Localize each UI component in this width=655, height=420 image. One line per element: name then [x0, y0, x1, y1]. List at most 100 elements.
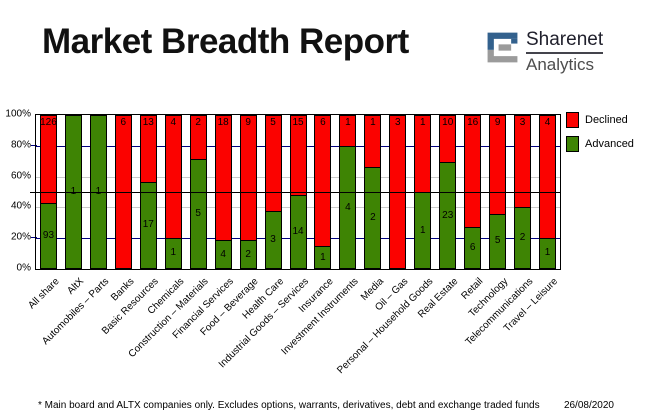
advanced-segment: 5 — [490, 213, 506, 268]
advanced-segment: 1 — [315, 246, 331, 268]
declined-count: 18 — [217, 117, 229, 128]
legend-swatch — [566, 136, 579, 152]
logo-subtitle: Analytics — [526, 54, 595, 74]
logo-name: Sharenet — [526, 29, 604, 54]
declined-count: 5 — [270, 117, 276, 128]
y-tick — [31, 237, 37, 239]
advanced-count: 6 — [469, 241, 476, 253]
advanced-count: 17 — [142, 219, 154, 231]
advanced-count: 5 — [195, 208, 201, 220]
advanced-count: 1 — [544, 247, 551, 259]
declined-segment — [365, 116, 381, 167]
declined-segment — [515, 116, 531, 208]
advanced-segment: 4 — [340, 146, 356, 268]
advanced-count: 1 — [71, 187, 77, 197]
advanced-count: 4 — [345, 201, 351, 213]
page-title: Market Breadth Report — [42, 22, 409, 61]
advanced-segment: 1 — [540, 237, 556, 268]
advanced-count: 2 — [245, 248, 251, 260]
advanced-segment: 2 — [240, 240, 256, 268]
y-axis-label: 80% — [10, 139, 31, 151]
advanced-segment: 2 — [365, 166, 381, 268]
fifty-percent-line — [30, 192, 560, 193]
y-axis: 100% 80% 60% 40% 20% 0% — [0, 109, 37, 274]
advanced-count: 1 — [96, 187, 102, 197]
advanced-count: 1 — [419, 224, 426, 236]
declined-count: 9 — [245, 117, 251, 128]
declined-count: 16 — [467, 117, 479, 128]
x-axis-label: All share — [25, 276, 62, 312]
declined-count: 9 — [494, 117, 501, 128]
y-axis-label: 60% — [10, 170, 31, 182]
declined-segment — [240, 116, 256, 241]
logo-text: Sharenet Analytics — [526, 29, 604, 75]
legend-row-declined: Declined — [566, 112, 634, 128]
declined-count: 1 — [345, 117, 351, 128]
y-tick — [31, 144, 37, 146]
declined-count: 4 — [544, 117, 551, 128]
declined-segment — [540, 116, 556, 238]
declined-count: 4 — [170, 117, 177, 128]
footnote: * Main board and ALTX companies only. Ex… — [38, 400, 614, 411]
footnote-date: 26/08/2020 — [563, 400, 614, 411]
declined-count: 6 — [320, 117, 326, 128]
x-axis-label: AltX — [65, 276, 87, 297]
declined-count: 13 — [142, 117, 154, 128]
y-axis-label: 20% — [10, 231, 31, 243]
declined-segment — [415, 116, 431, 192]
declined-segment — [165, 116, 181, 238]
footnote-note: * Main board and ALTX companies only. Ex… — [38, 400, 540, 411]
y-axis-label: 0% — [16, 262, 31, 274]
advanced-segment: 93 — [40, 203, 56, 268]
advanced-count: 4 — [220, 248, 226, 260]
advanced-count: 1 — [320, 251, 326, 263]
declined-count: 10 — [442, 117, 454, 128]
declined-count: 126 — [40, 117, 57, 128]
advanced-count: 5 — [494, 235, 501, 247]
advanced-segment: 4 — [215, 240, 231, 268]
advanced-count: 93 — [42, 230, 55, 242]
bar: 4 18 — [214, 115, 232, 269]
legend-row-advanced: Advanced — [566, 136, 634, 152]
declined-segment — [490, 116, 506, 214]
advanced-segment: 14 — [290, 194, 306, 268]
declined-segment — [290, 116, 306, 195]
y-axis-label: 100% — [5, 108, 31, 120]
advanced-segment: 6 — [465, 226, 481, 268]
declined-count: 15 — [292, 117, 304, 128]
declined-segment — [140, 116, 156, 182]
legend-swatch — [566, 112, 579, 128]
bar-slot: 4 18 Financial Services — [171, 115, 236, 341]
declined-segment — [340, 116, 356, 147]
y-axis-label: 40% — [10, 200, 31, 212]
bar-slot: 4 1 Investment Instruments — [279, 115, 361, 357]
advanced-count: 23 — [442, 209, 454, 221]
advanced-count: 1 — [170, 247, 177, 259]
advanced-count: 2 — [370, 211, 376, 223]
declined-count: 1 — [370, 117, 376, 128]
advanced-segment: 5 — [190, 159, 206, 268]
advanced-segment: 23 — [440, 162, 456, 268]
legend-label: Advanced — [585, 138, 634, 150]
declined-segment — [440, 116, 456, 163]
declined-count: 2 — [195, 117, 201, 128]
bar-slot: 14 15 Industrial Goods – Services — [217, 115, 311, 370]
sharenet-glyph-icon — [486, 30, 519, 70]
advanced-count: 14 — [292, 225, 304, 237]
advanced-segment: 3 — [265, 211, 281, 268]
advanced-segment: 1 — [415, 192, 431, 268]
legend-label: Declined — [585, 114, 628, 126]
declined-segment — [215, 116, 231, 241]
declined-segment — [265, 116, 281, 211]
declined-count: 1 — [419, 117, 426, 128]
declined-segment — [465, 116, 481, 227]
sharenet-logo: Sharenet Analytics — [486, 29, 604, 75]
declined-count: 3 — [395, 117, 401, 128]
advanced-segment: 2 — [515, 207, 531, 268]
advanced-segment: 17 — [140, 181, 156, 268]
advanced-count: 3 — [270, 234, 276, 245]
